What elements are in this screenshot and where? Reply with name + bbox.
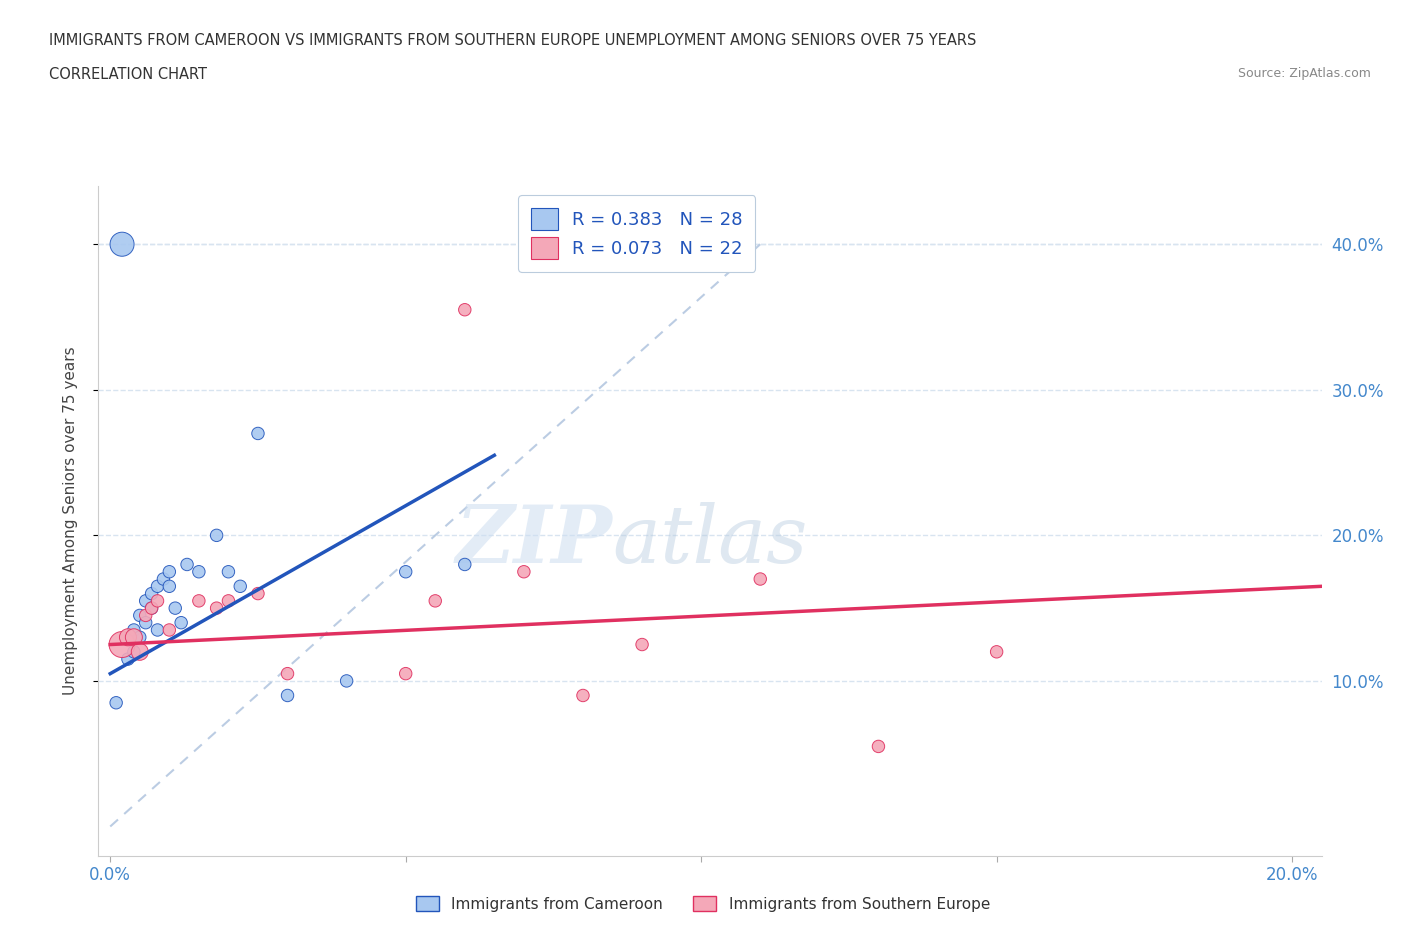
Point <box>454 557 477 572</box>
Point <box>276 666 298 681</box>
Point <box>276 688 298 703</box>
Point <box>395 666 418 681</box>
Point <box>135 593 157 608</box>
Point <box>128 644 150 659</box>
Point <box>141 586 163 601</box>
Point <box>246 426 269 441</box>
Point <box>111 637 134 652</box>
Point <box>425 593 447 608</box>
Point <box>187 565 209 579</box>
Point <box>128 608 150 623</box>
Point <box>336 673 359 688</box>
Point <box>105 696 128 711</box>
Point <box>111 237 134 252</box>
Point <box>246 586 269 601</box>
Point <box>868 739 890 754</box>
Point <box>631 637 654 652</box>
Text: IMMIGRANTS FROM CAMEROON VS IMMIGRANTS FROM SOUTHERN EUROPE UNEMPLOYMENT AMONG S: IMMIGRANTS FROM CAMEROON VS IMMIGRANTS F… <box>49 33 977 47</box>
Point <box>117 630 139 644</box>
Point <box>217 593 239 608</box>
Text: ZIP: ZIP <box>456 502 612 579</box>
Point <box>122 630 145 644</box>
Point <box>157 622 180 637</box>
Point <box>749 572 772 587</box>
Point <box>135 616 157 631</box>
Point <box>217 565 239 579</box>
Point <box>986 644 1008 659</box>
Point <box>454 302 477 317</box>
Point <box>157 565 180 579</box>
Point <box>141 601 163 616</box>
Point <box>146 578 169 593</box>
Point <box>187 593 209 608</box>
Legend: R = 0.383   N = 28, R = 0.073   N = 22: R = 0.383 N = 28, R = 0.073 N = 22 <box>517 195 755 272</box>
Point <box>165 601 187 616</box>
Point <box>395 565 418 579</box>
Point <box>513 565 536 579</box>
Legend: Immigrants from Cameroon, Immigrants from Southern Europe: Immigrants from Cameroon, Immigrants fro… <box>411 889 995 918</box>
Point <box>572 688 595 703</box>
Point <box>122 644 145 659</box>
Point <box>146 622 169 637</box>
Point <box>141 601 163 616</box>
Point <box>122 622 145 637</box>
Point <box>135 608 157 623</box>
Point <box>157 578 180 593</box>
Point <box>205 528 228 543</box>
Point <box>152 572 174 587</box>
Text: Source: ZipAtlas.com: Source: ZipAtlas.com <box>1237 67 1371 80</box>
Point <box>229 578 252 593</box>
Point <box>146 593 169 608</box>
Point <box>205 601 228 616</box>
Point <box>170 616 193 631</box>
Text: atlas: atlas <box>612 502 807 579</box>
Y-axis label: Unemployment Among Seniors over 75 years: Unemployment Among Seniors over 75 years <box>63 347 77 695</box>
Point <box>117 652 139 667</box>
Point <box>128 630 150 644</box>
Text: CORRELATION CHART: CORRELATION CHART <box>49 67 207 82</box>
Point <box>176 557 198 572</box>
